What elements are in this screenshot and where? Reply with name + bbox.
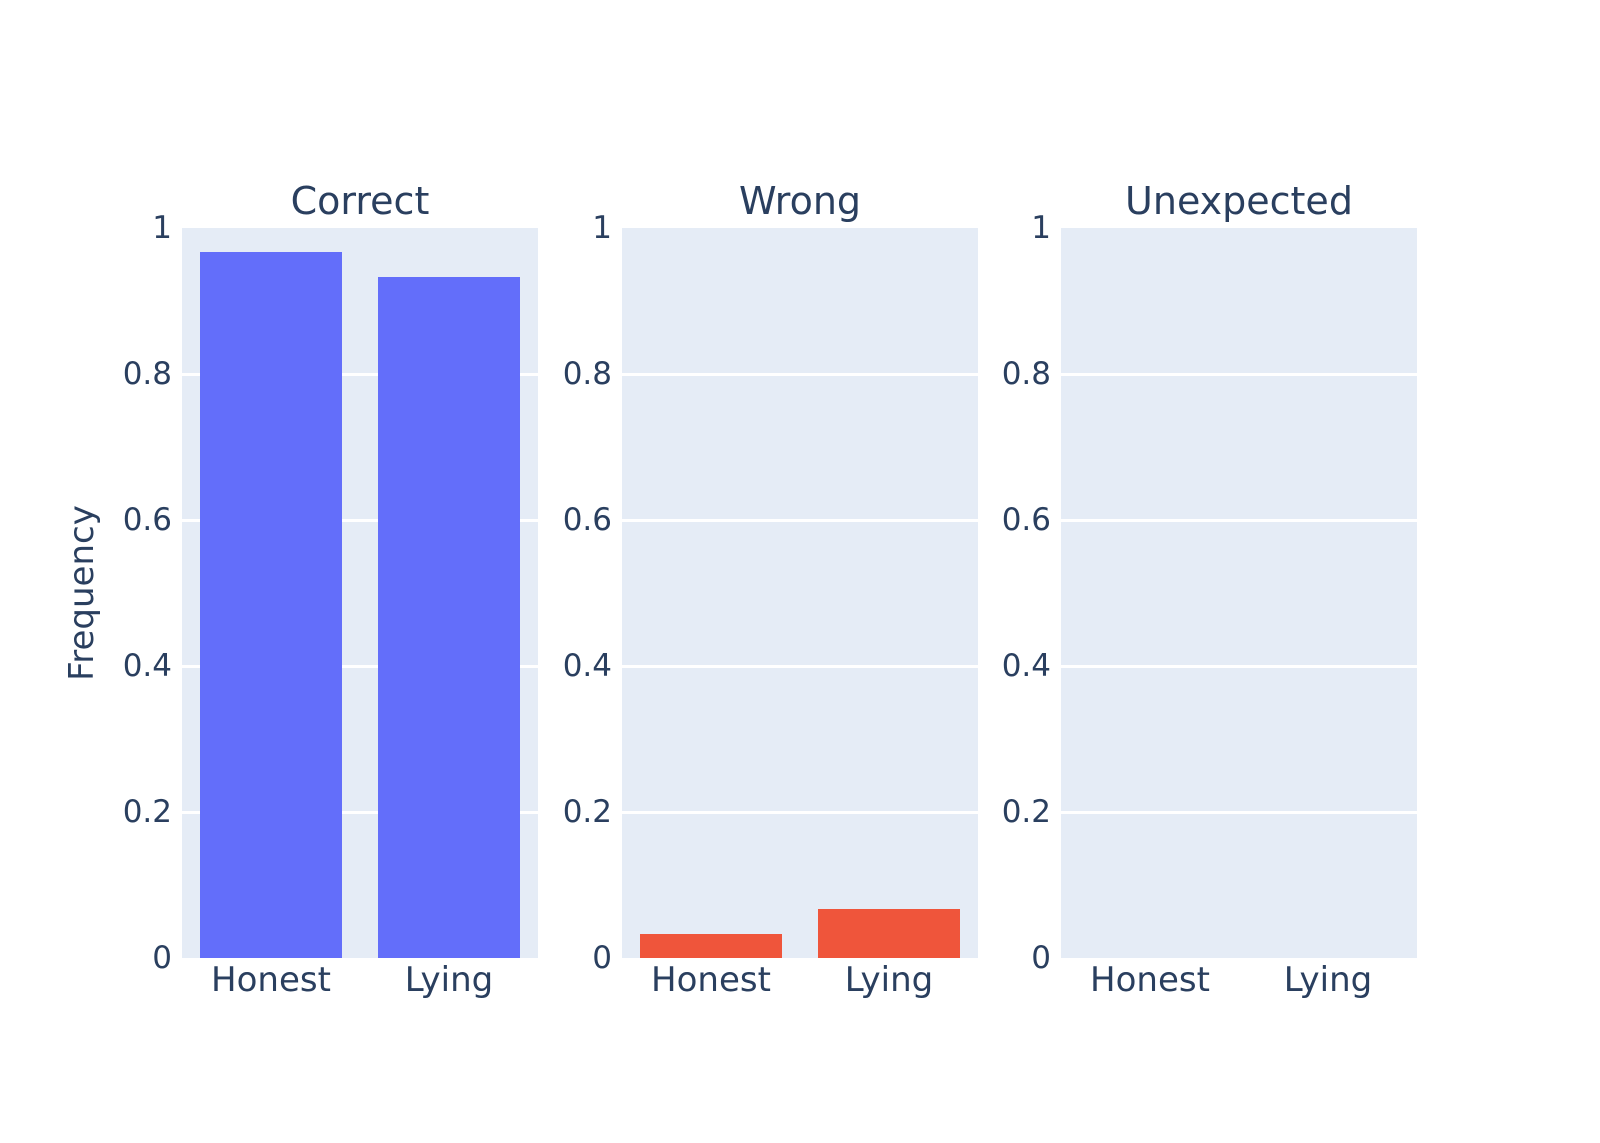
gridline xyxy=(1061,810,1417,814)
x-tick-label-lying: Lying xyxy=(844,960,934,1000)
gridline xyxy=(1061,518,1417,522)
y-tick-label: 0 xyxy=(592,940,612,976)
x-tick-label-lying: Lying xyxy=(1283,960,1373,1000)
y-tick-label: 0.2 xyxy=(1001,794,1051,830)
y-tick-label: 1 xyxy=(152,210,172,246)
y-tick-label: 0 xyxy=(152,940,172,976)
subplot-title: Unexpected xyxy=(1125,179,1353,223)
gridline xyxy=(1061,372,1417,376)
subplot-title: Correct xyxy=(290,179,430,223)
y-tick-label: 1 xyxy=(592,210,612,246)
y-tick-label: 0.2 xyxy=(122,794,172,830)
subplot-title: Wrong xyxy=(738,179,862,223)
y-tick-label: 0.8 xyxy=(1001,356,1051,392)
plot-area xyxy=(622,228,978,958)
gridline xyxy=(182,810,538,814)
gridline xyxy=(182,518,538,522)
subplot-wrong: Wrong 1 0.8 0.6 0.4 0.2 0 Honest Lying xyxy=(563,0,978,1143)
bar-lying-correct xyxy=(378,277,520,958)
x-tick-label-honest: Honest xyxy=(1090,960,1210,1000)
x-tick-label-lying: Lying xyxy=(404,960,494,1000)
y-tick-label: 0.2 xyxy=(562,794,612,830)
plot-area xyxy=(182,228,538,958)
y-tick-label: 0.4 xyxy=(1001,648,1051,684)
gridline xyxy=(622,810,978,814)
gridline xyxy=(182,664,538,668)
gridline xyxy=(622,372,978,376)
bar-lying-wrong xyxy=(818,909,960,958)
x-tick-label-honest: Honest xyxy=(211,960,331,1000)
subplot-correct: Correct 1 0.8 0.6 0.4 0.2 0 Honest Lying xyxy=(123,0,538,1143)
subplot-unexpected: Unexpected 1 0.8 0.6 0.4 0.2 0 Honest Lying xyxy=(1002,0,1417,1143)
x-tick-label-honest: Honest xyxy=(651,960,771,1000)
y-tick-label: 0.8 xyxy=(562,356,612,392)
y-tick-label: 0.6 xyxy=(562,502,612,538)
gridline xyxy=(622,664,978,668)
bar-honest-wrong xyxy=(640,934,782,958)
y-tick-label: 0.6 xyxy=(122,502,172,538)
y-tick-label: 0 xyxy=(1031,940,1051,976)
y-tick-label: 0.6 xyxy=(1001,502,1051,538)
gridline xyxy=(182,372,538,376)
bar-honest-correct xyxy=(200,252,342,958)
y-tick-label: 0.8 xyxy=(122,356,172,392)
y-tick-label: 1 xyxy=(1031,210,1051,246)
gridline xyxy=(622,518,978,522)
y-tick-label: 0.4 xyxy=(562,648,612,684)
gridline xyxy=(1061,664,1417,668)
y-tick-label: 0.4 xyxy=(122,648,172,684)
plot-area xyxy=(1061,228,1417,958)
